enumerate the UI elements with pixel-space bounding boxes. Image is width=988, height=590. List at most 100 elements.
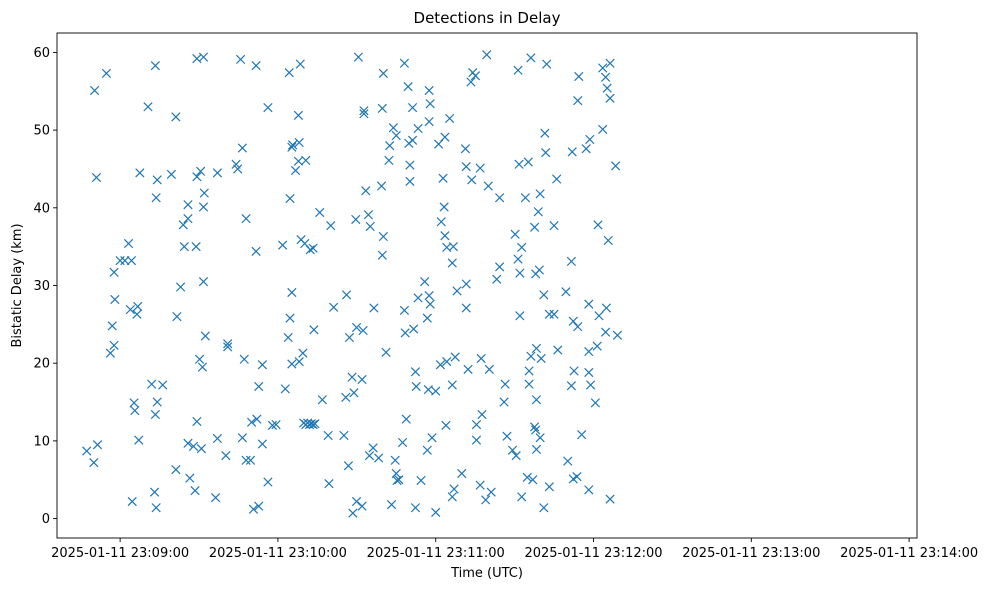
data-point [89,458,99,468]
data-point [199,188,209,198]
data-point [534,265,544,275]
data-point [410,367,421,377]
data-point [239,354,249,364]
data-point [391,130,401,141]
data-point [223,342,233,352]
data-point [172,311,182,322]
data-point [267,420,278,430]
data-point [133,301,143,312]
data-point [359,109,369,119]
data-point [522,472,532,483]
data-point [377,250,387,260]
data-point [566,256,577,267]
data-point [449,484,459,494]
data-point [179,242,189,252]
data-point [254,501,264,511]
data-point [365,221,375,232]
data-point [577,430,587,440]
data-point [572,471,582,482]
data-point [166,169,177,180]
data-point [517,242,527,253]
x-tick-label: 2025-01-11 23:12:00 [524,546,662,561]
data-point [408,324,419,334]
data-point [425,99,435,109]
data-point [298,348,308,358]
data-point [463,364,473,375]
data-point [183,438,193,448]
data-point [248,504,259,514]
data-point [524,379,534,389]
data-point [517,492,527,502]
data-point [399,305,410,315]
data-point [257,360,268,370]
data-point [246,417,257,427]
data-point [531,395,542,405]
data-point [348,508,358,518]
x-tick-label: 2025-01-11 23:10:00 [209,546,347,561]
data-point [91,172,102,183]
data-point [280,384,290,394]
data-point [293,110,304,120]
data-point [401,414,411,424]
data-point [351,496,362,507]
data-points [82,50,623,518]
data-point [378,231,389,242]
data-point [171,112,181,122]
data-point [309,325,319,335]
data-point [539,290,549,300]
data-point [192,172,202,182]
data-point [384,155,394,166]
data-point [520,193,531,203]
data-point [475,480,485,490]
data-point [510,229,520,239]
data-point [190,485,200,496]
data-point [308,419,318,430]
data-point [252,414,262,424]
data-point [82,446,92,456]
data-point [378,68,389,79]
data-point [481,495,491,505]
data-point [364,451,375,461]
data-point [584,485,594,495]
data-point [515,311,525,321]
data-point [308,243,318,253]
data-point [235,54,246,65]
data-point [105,348,116,358]
data-point [115,256,125,266]
data-point [581,144,591,154]
data-point [287,359,297,369]
data-point [420,276,430,287]
data-point [251,61,261,71]
data-point [482,50,492,60]
data-point [341,392,351,403]
data-point [305,245,315,255]
data-point [388,123,398,133]
data-point [351,322,362,333]
y-tick-label: 60 [33,46,50,61]
data-point [357,501,367,511]
data-point [358,325,368,336]
data-point [185,473,195,483]
data-point [528,475,538,485]
data-point [460,144,471,154]
data-point [405,176,415,187]
data-point [263,102,273,113]
data-point [381,347,391,357]
data-point [152,175,162,185]
data-point [410,503,421,513]
data-point [347,372,357,382]
data-point [514,159,524,169]
data-point [507,445,518,455]
data-point [151,193,161,203]
data-point [440,231,450,241]
data-point [531,343,542,354]
data-point [306,419,316,429]
data-point [241,214,251,224]
data-point [399,58,410,68]
data-point [196,444,207,454]
data-point [600,72,611,82]
data-point [369,303,379,313]
data-point [158,380,168,390]
data-point [529,422,540,432]
data-point [361,186,371,196]
